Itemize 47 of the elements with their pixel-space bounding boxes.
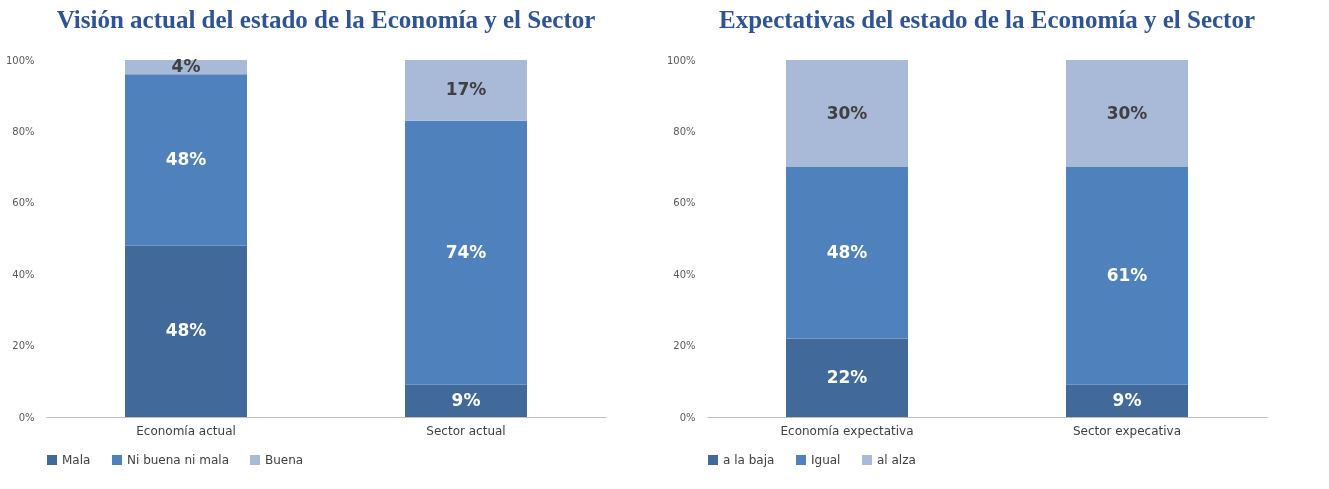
legend-label: a la baja [723, 453, 775, 467]
data-label: 30% [1106, 102, 1148, 123]
y-tick-label: 40% [673, 268, 696, 280]
bar [1066, 167, 1188, 385]
y-tick-label: 40% [12, 268, 35, 280]
bar [125, 74, 247, 246]
legend-label: Ni buena ni mala [127, 453, 229, 467]
legend-label: al alza [877, 453, 916, 467]
x-tick-label: Sector expecativa [1072, 423, 1182, 438]
data-label: 4% [171, 56, 201, 77]
y-tick-label: 80% [12, 125, 35, 137]
bar [405, 120, 527, 385]
legend-label: Mala [62, 453, 91, 467]
legend-label: Buena [265, 453, 304, 467]
y-tick-label: 60% [673, 197, 696, 209]
y-tick-label: 100% [5, 54, 35, 66]
data-label: 9% [1112, 389, 1142, 410]
data-label: 74% [445, 241, 487, 262]
data-label: 61% [1106, 264, 1148, 285]
y-tick-label: 0% [18, 411, 35, 423]
data-label: 48% [165, 148, 207, 169]
data-label: 48% [826, 241, 868, 262]
legend-label: Igual [811, 453, 841, 467]
y-tick-label: 20% [12, 340, 35, 352]
x-tick-label: Economía actual [136, 423, 236, 438]
y-tick-label: 80% [673, 125, 696, 137]
data-label: 22% [826, 366, 868, 387]
bar [405, 384, 527, 417]
bar [125, 245, 247, 417]
data-label: 48% [165, 320, 207, 341]
x-tick-label: Economía expectativa [780, 423, 914, 438]
chart-title: Visión actual del estado de la Economía y el Sector [56, 6, 596, 33]
y-tick-label: 0% [679, 411, 696, 423]
data-label: 17% [445, 79, 487, 100]
y-tick-label: 100% [666, 54, 696, 66]
data-label: 9% [451, 389, 481, 410]
bar [786, 338, 908, 417]
bar [1066, 384, 1188, 417]
data-label: 30% [826, 102, 868, 123]
bar [1066, 60, 1188, 168]
bar [786, 60, 908, 168]
bar [405, 60, 527, 121]
y-tick-label: 20% [673, 340, 696, 352]
x-tick-label: Sector actual [426, 423, 506, 438]
chart-title: Expectativas del estado de la Economía y el Sector [718, 6, 1256, 33]
bar [786, 167, 908, 339]
y-tick-label: 60% [12, 197, 35, 209]
